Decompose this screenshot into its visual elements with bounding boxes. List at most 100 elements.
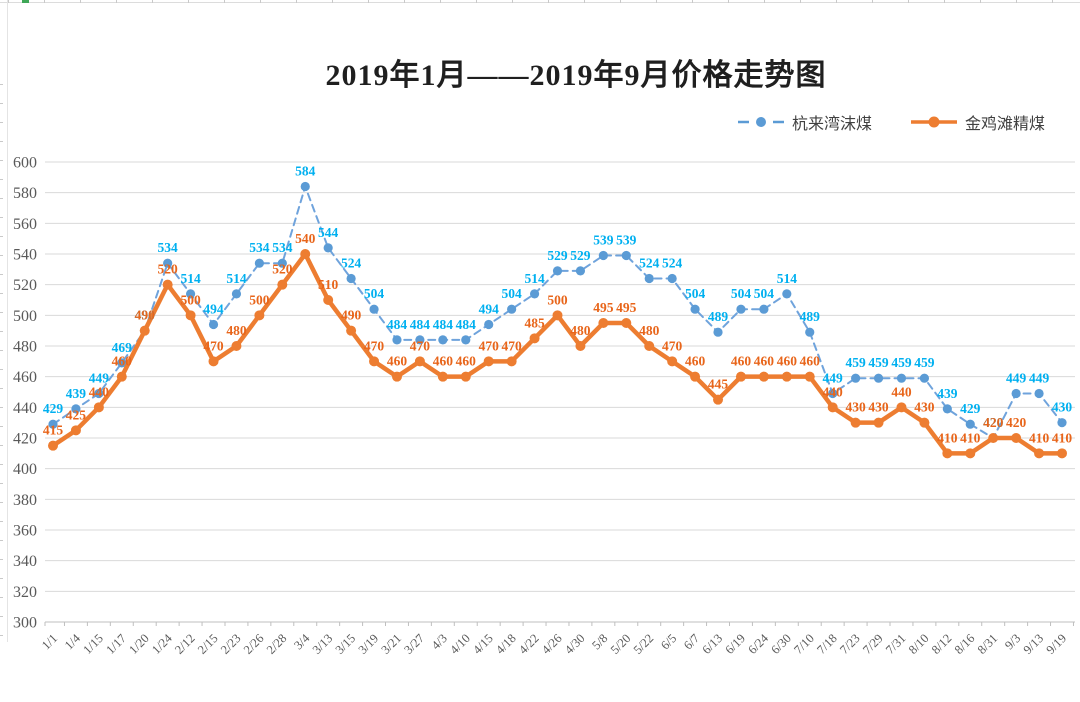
x-axis-label: 7/10 xyxy=(791,631,817,657)
data-label: 470 xyxy=(502,338,523,353)
data-point xyxy=(323,243,333,253)
data-label: 490 xyxy=(135,308,156,323)
chart-title: 2019年1月——2019年9月价格走势图 xyxy=(325,59,827,92)
x-axis-label: 3/13 xyxy=(310,631,336,657)
data-label: 490 xyxy=(135,308,156,323)
x-axis-label: 1/24 xyxy=(149,631,175,657)
data-point xyxy=(300,181,310,192)
x-axis-label: 9/13 xyxy=(1021,631,1047,657)
data-point xyxy=(461,335,471,345)
data-label: 489 xyxy=(800,309,821,324)
data-label: 584 xyxy=(295,164,316,179)
x-axis-label: 5/8 xyxy=(589,631,610,652)
data-point xyxy=(139,325,150,336)
legend-item-hanglaiwan[interactable]: 杭来湾沫煤 xyxy=(737,110,872,134)
data-label: 429 xyxy=(43,401,64,416)
data-label: 445 xyxy=(708,377,729,392)
data-label: 440 xyxy=(89,384,110,399)
data-label: 470 xyxy=(203,338,224,353)
data-label: 430 xyxy=(914,400,935,415)
data-point xyxy=(758,371,769,382)
data-label: 514 xyxy=(524,271,545,286)
y-axis-label: 300 xyxy=(13,615,37,632)
data-point xyxy=(484,319,494,330)
data-label: 470 xyxy=(364,338,385,353)
data-label: 460 xyxy=(456,354,477,369)
data-label: 449 xyxy=(1029,371,1050,386)
x-axis-label: 9/3 xyxy=(1002,631,1023,652)
data-point xyxy=(277,258,287,268)
data-label: 495 xyxy=(616,300,637,315)
data-point xyxy=(575,341,586,351)
data-point xyxy=(667,356,678,367)
data-point xyxy=(254,258,264,268)
data-label: 485 xyxy=(524,315,545,330)
x-axis-label: 4/22 xyxy=(516,631,542,657)
data-point xyxy=(185,289,196,299)
data-label: 495 xyxy=(593,300,614,315)
data-point xyxy=(415,335,425,345)
legend-item-jinjitan[interactable]: 金鸡滩精煤 xyxy=(910,110,1045,134)
data-point xyxy=(988,433,999,443)
data-point xyxy=(805,327,815,337)
data-point xyxy=(507,304,517,314)
x-axis-label: 7/23 xyxy=(837,631,863,657)
data-point xyxy=(759,304,769,314)
data-point xyxy=(828,388,838,399)
data-label: 420 xyxy=(1006,415,1027,430)
data-label: 440 xyxy=(823,384,844,399)
data-label: 534 xyxy=(249,240,270,255)
data-point xyxy=(552,266,563,276)
data-label: 500 xyxy=(547,292,568,307)
data-label: 430 xyxy=(1052,400,1073,415)
data-label: 410 xyxy=(960,430,981,445)
y-axis-label: 340 xyxy=(13,553,37,570)
legend-marker-solid-line-icon xyxy=(911,116,958,128)
data-label: 490 xyxy=(341,308,362,323)
y-axis-label: 480 xyxy=(13,339,37,356)
x-axis-label: 3/27 xyxy=(401,631,427,657)
x-axis-label: 6/13 xyxy=(700,631,726,657)
y-axis-label: 420 xyxy=(13,431,37,448)
data-point xyxy=(414,356,425,367)
data-point xyxy=(483,356,494,367)
data-point xyxy=(713,394,724,405)
data-label: 410 xyxy=(1029,430,1050,445)
data-point xyxy=(598,318,609,328)
data-label: 500 xyxy=(180,292,201,307)
x-axis-label: 9/19 xyxy=(1043,631,1069,657)
data-point xyxy=(873,417,884,428)
data-label: 539 xyxy=(616,233,637,248)
data-label: 510 xyxy=(318,277,339,292)
sheet-ticks-left xyxy=(0,84,3,642)
data-label: 504 xyxy=(364,286,385,301)
y-axis-label: 460 xyxy=(13,369,37,386)
data-label: 439 xyxy=(66,386,87,401)
data-point xyxy=(621,250,631,261)
data-label: 500 xyxy=(249,292,270,307)
data-label: 420 xyxy=(983,415,1004,430)
y-axis-label: 500 xyxy=(13,308,37,325)
data-label: 469 xyxy=(112,340,133,355)
data-point xyxy=(942,404,952,414)
data-point xyxy=(346,273,356,284)
data-point xyxy=(71,404,81,414)
data-point xyxy=(163,258,173,268)
data-label: 460 xyxy=(387,354,408,369)
data-label: 449 xyxy=(823,371,844,386)
data-label: 459 xyxy=(914,355,935,370)
data-label: 504 xyxy=(731,286,752,301)
data-label: 470 xyxy=(410,338,431,353)
x-axis-label: 3/19 xyxy=(356,631,382,657)
x-axis-label: 2/26 xyxy=(241,631,267,657)
data-point xyxy=(736,304,746,314)
data-label: 439 xyxy=(937,386,958,401)
data-label: 484 xyxy=(456,317,477,332)
data-point xyxy=(851,373,861,383)
data-label: 449 xyxy=(89,371,110,386)
data-label: 524 xyxy=(662,256,683,271)
data-point xyxy=(919,417,930,428)
data-point xyxy=(254,310,265,321)
data-point xyxy=(690,304,700,314)
